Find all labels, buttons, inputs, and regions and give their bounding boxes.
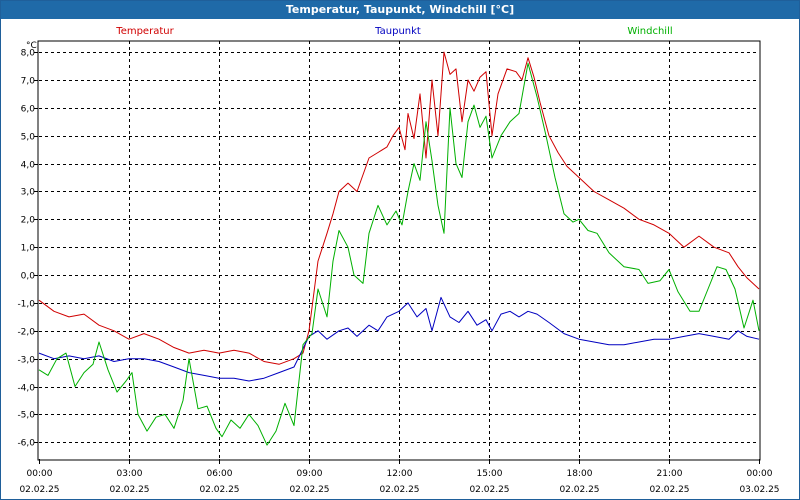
series-line-windchill (38, 62, 760, 446)
y-tick-label: 1,0 (21, 244, 36, 254)
x-tick-date-label: 02.02.25 (379, 485, 419, 495)
y-tick-label: -2,0 (17, 328, 35, 338)
y-tick-label: -3,0 (17, 356, 35, 366)
y-tick-label: 5,0 (21, 133, 36, 143)
x-tick-time-label: 03:00 (117, 469, 143, 479)
series-line-taupunkt (38, 296, 760, 382)
x-tick-time-label: 12:00 (387, 469, 413, 479)
y-tick-label: 0,0 (21, 272, 36, 282)
y-tick-label: 7,0 (21, 77, 36, 87)
x-tick-time-label: 18:00 (567, 469, 593, 479)
x-tick-time-label: 00:00 (27, 469, 53, 479)
y-tick-label: -1,0 (17, 300, 35, 310)
x-tick-date-label: 02.02.25 (199, 485, 239, 495)
y-axis-unit-label: °C (26, 41, 37, 51)
y-tick-label: -5,0 (17, 411, 35, 421)
legend-taupunkt: Taupunkt (374, 26, 421, 37)
x-axis-ticks: 00:00 02.02.25 03:00 02.02.25 06:00 02.02.25 0… (19, 459, 780, 495)
y-tick-label: 3,0 (21, 188, 36, 198)
y-tick-label: -6,0 (17, 439, 35, 449)
legend-temperatur: Temperatur (115, 26, 174, 37)
x-tick-date-label: 02.02.25 (469, 485, 509, 495)
y-tick-label: 4,0 (21, 161, 36, 171)
x-tick-time-label: 15:00 (477, 469, 503, 479)
x-tick-date-label: 02.02.25 (559, 485, 599, 495)
y-tick-label: 6,0 (21, 105, 36, 115)
x-tick-date-label: 02.02.25 (649, 485, 689, 495)
x-tick-date-label: 02.02.25 (289, 485, 329, 495)
series-lines (38, 51, 760, 446)
x-tick-date-label: 02.02.25 (19, 485, 59, 495)
x-tick-time-label: 21:00 (657, 469, 683, 479)
x-tick-date-label: 02.02.25 (109, 485, 149, 495)
y-tick-label: 8,0 (21, 49, 36, 59)
legend-windchill: Windchill (627, 26, 672, 37)
x-tick-time-label: 00:00 (747, 469, 773, 479)
x-tick-time-label: 09:00 (297, 469, 323, 479)
x-tick-date-label: 03.02.25 (739, 485, 779, 495)
y-axis-ticks: -6,0 -5,0 -4,0 -3,0 -2,0 -1,0 0,0 1,0 2,0 3,0 4,0 5… (17, 49, 38, 449)
y-tick-label: -4,0 (17, 384, 35, 394)
chart-title: Temperatur, Taupunkt, Windchill [°C] (1, 1, 799, 19)
grid-lines (39, 41, 759, 459)
y-tick-label: 2,0 (21, 216, 36, 226)
series-line-temperatur (38, 51, 760, 365)
x-tick-time-label: 06:00 (207, 469, 233, 479)
